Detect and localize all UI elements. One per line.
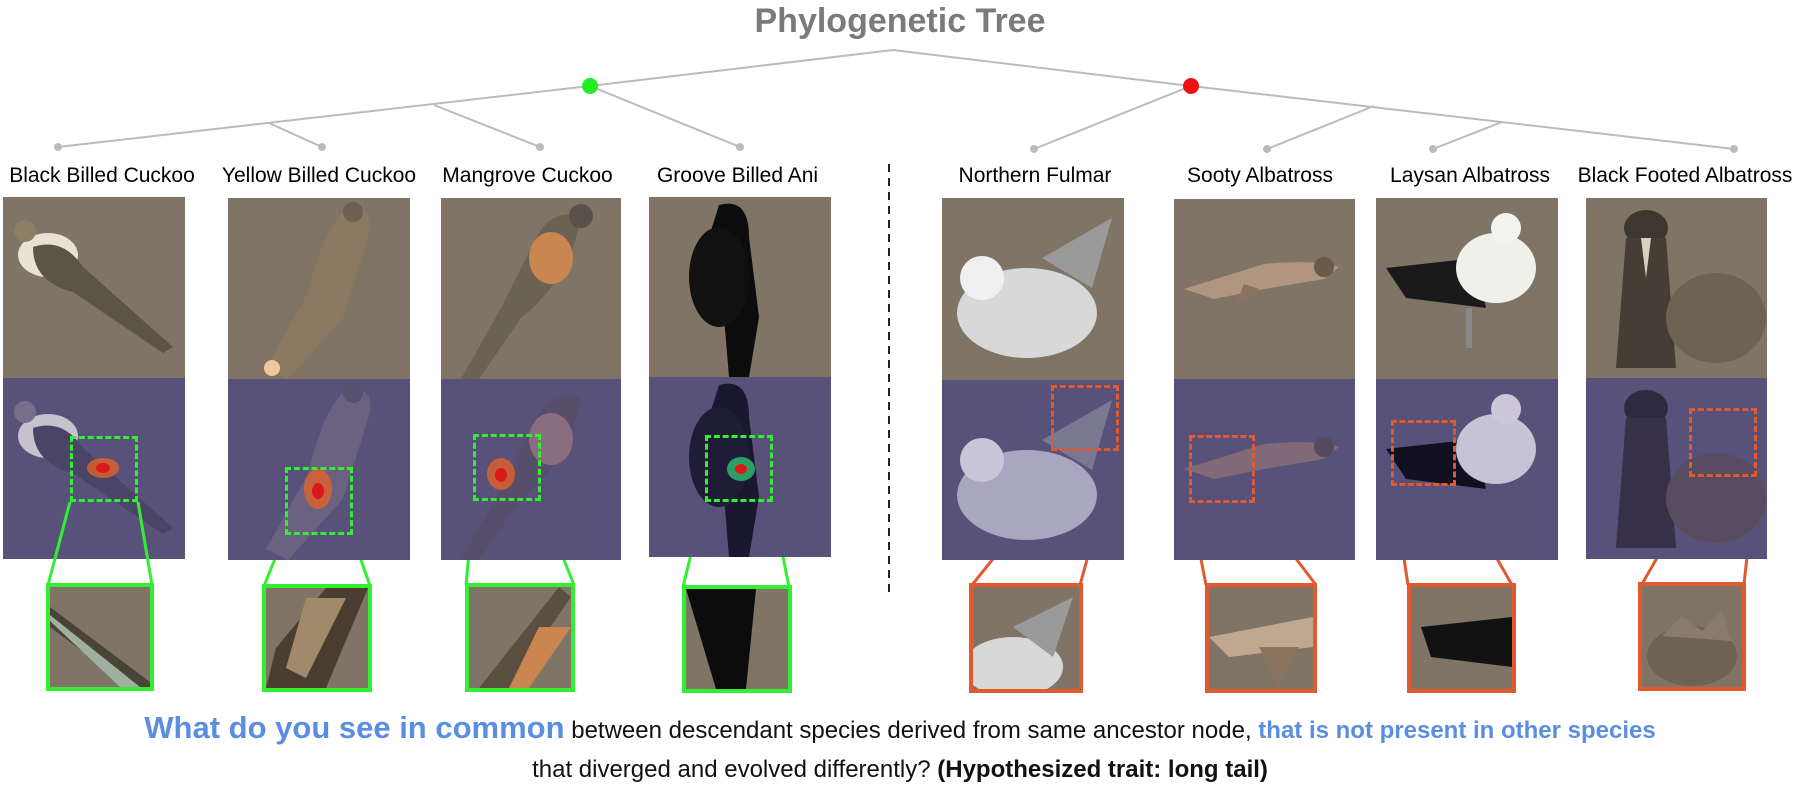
heatmap-photo [1174,379,1355,560]
highlight-box [70,436,138,502]
ancestor-node-right [1183,78,1199,94]
ancestor-node-left [582,78,598,94]
caption-line-1: What do you see in common between descen… [0,710,1800,746]
heatmap-photo [942,380,1124,560]
zoom-crop [262,584,372,692]
heatmap-photo [228,379,410,560]
zoom-crop [46,583,154,691]
caption-line-2: that diverged and evolved differently? (… [0,756,1800,784]
highlight-box [1189,435,1255,503]
heatmap-photo [1376,379,1558,560]
species-label: Laysan Albatross [1390,164,1550,187]
phylogenetic-tree [54,49,1738,153]
highlight-box [1051,385,1119,451]
zoom-crop [1205,583,1317,693]
figure-title: Phylogenetic Tree [754,2,1046,40]
highlight-box [285,467,353,535]
caption-lead: What do you see in common [144,710,565,745]
species-label: Black Footed Albatross [1577,164,1793,187]
heatmap-photo [649,377,831,557]
caption-accent: that is not present in other species [1258,717,1656,744]
caption-mid: between descendant species derived from … [564,717,1259,744]
highlight-box [473,434,541,501]
species-label: Groove Billed Ani [656,164,819,187]
highlight-box [1689,408,1757,477]
bird-photo [228,198,410,379]
caption-line2-text: that diverged and evolved differently? [532,756,938,783]
highlight-box [705,435,773,502]
species-label: Black Billed Cuckoo [9,164,195,187]
species-label: Northern Fulmar [958,164,1112,187]
species-label: Mangrove Cuckoo [442,164,613,187]
bird-photo [441,198,621,379]
bird-photo [649,197,831,377]
zoom-crop [969,583,1083,693]
zoom-crop [465,583,575,692]
zoom-crop [1407,583,1516,693]
zoom-crop [682,585,792,693]
highlight-box [1391,420,1456,486]
zoom-crop [1638,582,1746,691]
bird-photo [1376,198,1558,379]
species-label: Sooty Albatross [1187,164,1333,187]
bird-photo [3,197,185,378]
heatmap-photo [441,379,621,560]
group-separator [888,164,890,594]
caption-hypothesis: (Hypothesized trait: long tail) [937,756,1268,783]
bird-photo [1174,199,1355,379]
species-label: Yellow Billed Cuckoo [221,164,417,187]
bird-photo [942,198,1124,380]
bird-photo [1586,198,1767,378]
